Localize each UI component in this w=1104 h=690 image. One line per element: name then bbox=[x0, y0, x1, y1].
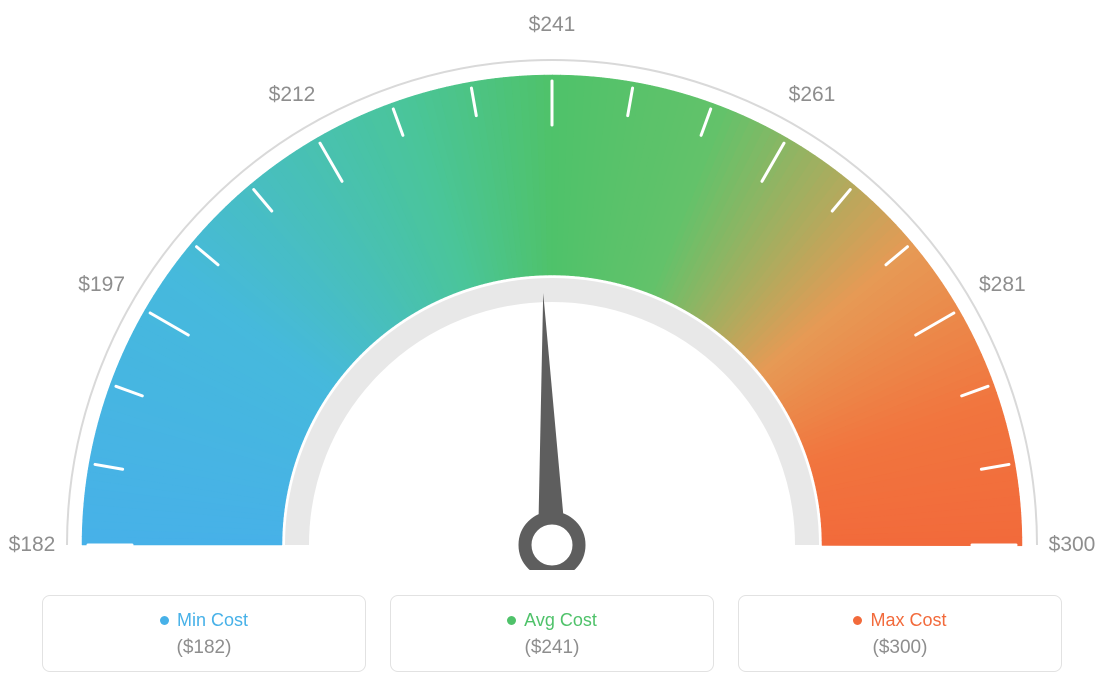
tick-label: $182 bbox=[9, 533, 56, 557]
legend-card-max: Max Cost ($300) bbox=[738, 595, 1062, 672]
legend-row: Min Cost ($182) Avg Cost ($241) Max Cost… bbox=[0, 595, 1104, 672]
dot-icon bbox=[507, 616, 516, 625]
gauge-svg bbox=[0, 0, 1104, 570]
legend-title-max: Max Cost bbox=[853, 610, 946, 631]
legend-value: ($241) bbox=[401, 637, 703, 659]
legend-card-avg: Avg Cost ($241) bbox=[390, 595, 714, 672]
tick-label: $261 bbox=[789, 83, 836, 107]
needle-pivot bbox=[525, 518, 579, 570]
tick-label: $197 bbox=[78, 273, 125, 297]
legend-label: Min Cost bbox=[177, 610, 248, 631]
tick-label: $212 bbox=[269, 83, 316, 107]
dot-icon bbox=[853, 616, 862, 625]
legend-card-min: Min Cost ($182) bbox=[42, 595, 366, 672]
needle bbox=[538, 293, 566, 545]
tick-label: $241 bbox=[529, 13, 576, 37]
legend-label: Avg Cost bbox=[524, 610, 597, 631]
legend-value: ($300) bbox=[749, 637, 1051, 659]
legend-title-avg: Avg Cost bbox=[507, 610, 597, 631]
tick-label: $300 bbox=[1049, 533, 1096, 557]
legend-label: Max Cost bbox=[870, 610, 946, 631]
tick-label: $281 bbox=[979, 273, 1026, 297]
legend-title-min: Min Cost bbox=[160, 610, 248, 631]
legend-value: ($182) bbox=[53, 637, 355, 659]
gauge-container: $182 $197 $212 $241 $261 $281 $300 bbox=[0, 0, 1104, 570]
dot-icon bbox=[160, 616, 169, 625]
